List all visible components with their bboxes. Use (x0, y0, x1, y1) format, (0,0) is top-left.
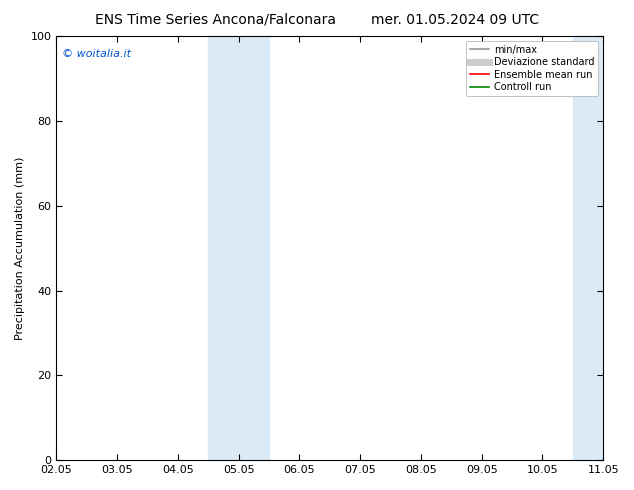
Text: © woitalia.it: © woitalia.it (62, 49, 131, 59)
Y-axis label: Precipitation Accumulation (mm): Precipitation Accumulation (mm) (15, 156, 25, 340)
Legend: min/max, Deviazione standard, Ensemble mean run, Controll run: min/max, Deviazione standard, Ensemble m… (466, 41, 598, 96)
Bar (209, 36, 238, 460)
Bar (573, 36, 603, 460)
Bar (238, 36, 269, 460)
Text: ENS Time Series Ancona/Falconara        mer. 01.05.2024 09 UTC: ENS Time Series Ancona/Falconara mer. 01… (95, 12, 539, 26)
Bar (603, 36, 633, 460)
